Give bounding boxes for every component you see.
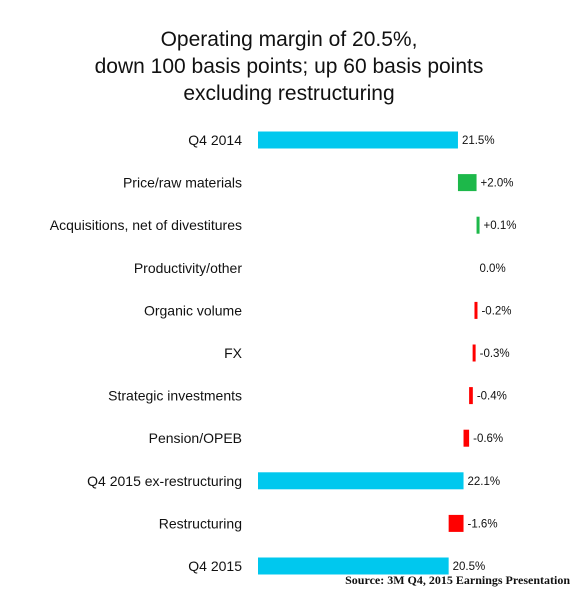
value-label: -0.2% xyxy=(481,305,511,317)
category-label: Acquisitions, net of divestitures xyxy=(50,217,242,233)
decrease-bar xyxy=(472,344,476,362)
category-label: Pension/OPEB xyxy=(149,430,242,446)
value-label: 21.5% xyxy=(462,135,495,147)
source-note: Source: 3M Q4, 2015 Earnings Presentatio… xyxy=(345,573,570,587)
category-label: Q4 2015 ex-restructuring xyxy=(87,473,242,489)
value-label: 0.0% xyxy=(479,263,505,275)
value-label: +0.1% xyxy=(484,220,517,232)
value-label: 22.1% xyxy=(468,476,501,488)
value-label: -1.6% xyxy=(468,518,498,530)
decrease-bar xyxy=(474,301,478,319)
total-bar xyxy=(258,557,449,575)
value-label: -0.4% xyxy=(477,391,507,403)
category-label: Q4 2015 xyxy=(188,558,242,574)
chart-title-line-2: down 100 basis points; up 60 basis point… xyxy=(94,55,484,78)
category-label: Strategic investments xyxy=(108,388,242,404)
category-label: Restructuring xyxy=(159,515,242,531)
category-label: Organic volume xyxy=(144,302,242,318)
category-label: FX xyxy=(224,345,243,361)
category-label: Productivity/other xyxy=(134,260,242,276)
decrease-bar xyxy=(469,387,473,405)
value-label: -0.3% xyxy=(480,348,510,360)
value-label: +2.0% xyxy=(481,178,514,190)
total-bar xyxy=(258,472,464,490)
increase-bar xyxy=(457,174,477,192)
total-bar xyxy=(258,131,458,149)
increase-bar xyxy=(476,216,480,234)
decrease-bar xyxy=(448,514,464,532)
value-label: 20.5% xyxy=(453,561,486,573)
chart-title-line-3: excluding restructuring xyxy=(183,82,395,105)
value-label: -0.6% xyxy=(473,433,503,445)
chart-title-line-1: Operating margin of 20.5%, xyxy=(160,28,418,51)
chart-title: Operating margin of 20.5%, down 100 basi… xyxy=(0,26,578,107)
decrease-bar xyxy=(463,429,470,447)
category-label: Price/raw materials xyxy=(123,175,242,191)
category-label: Q4 2014 xyxy=(188,132,242,148)
